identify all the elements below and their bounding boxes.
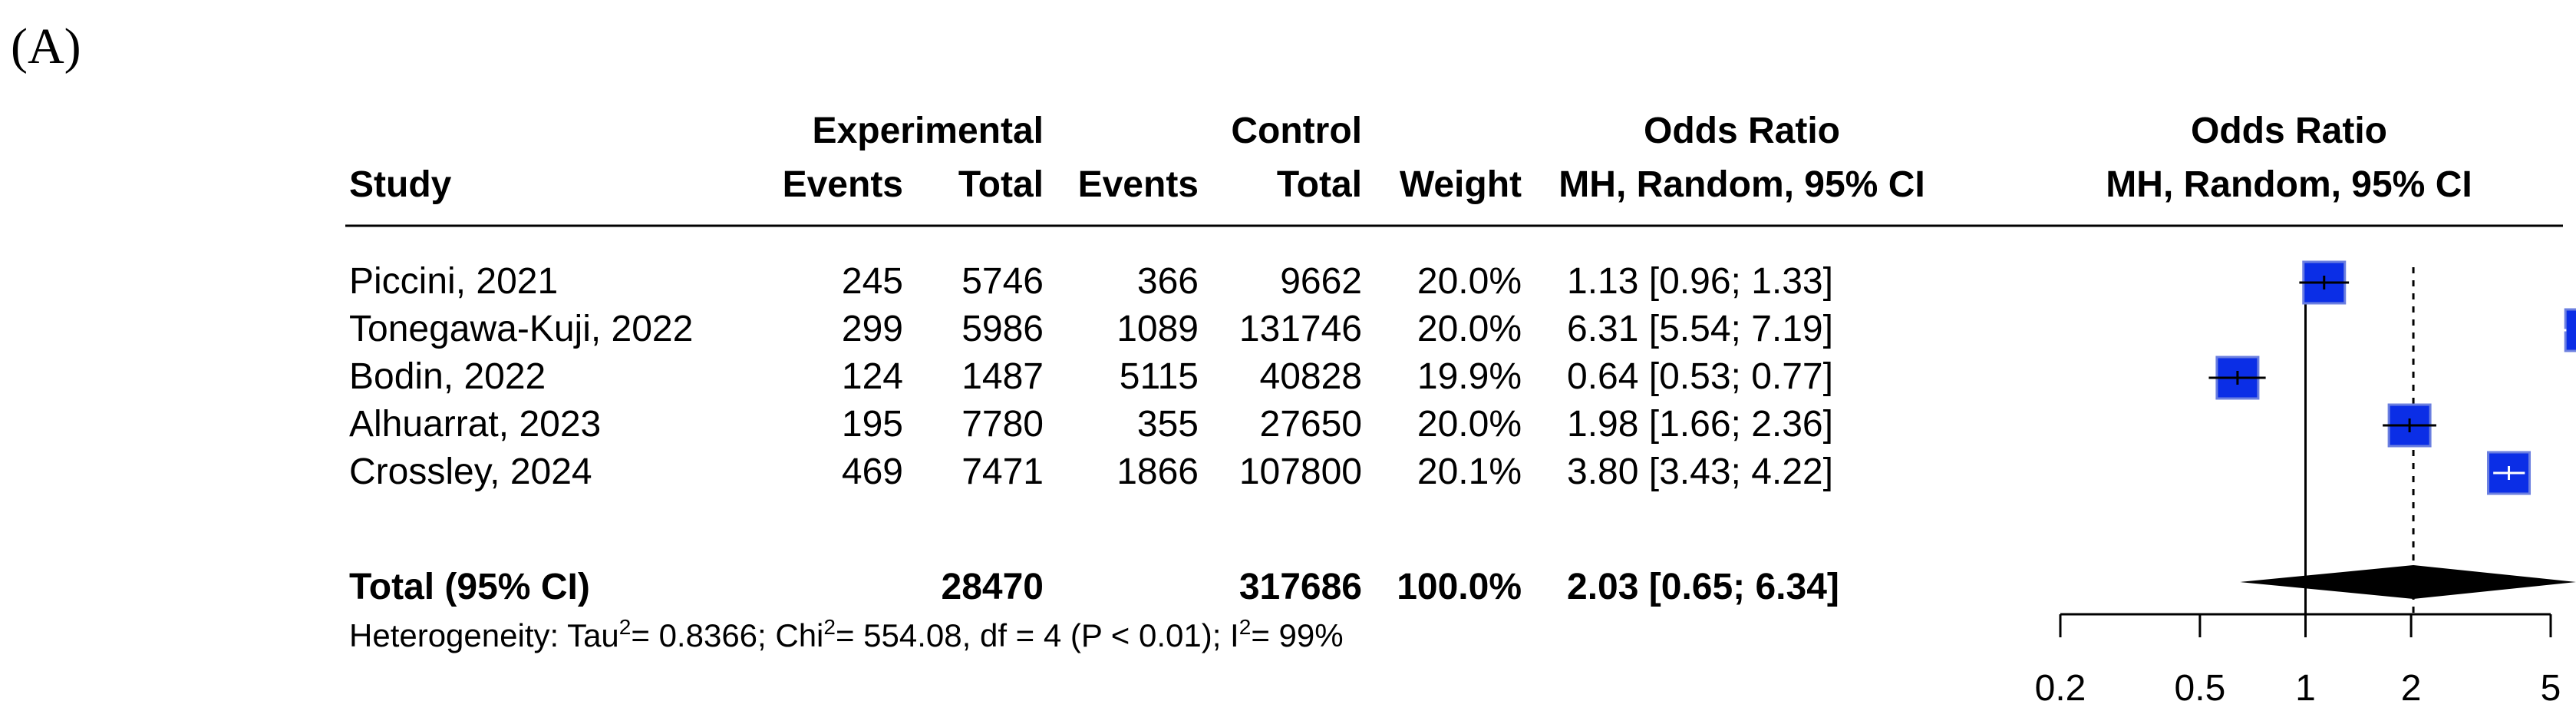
study-rows: Piccini, 2021 245 5746 366 9662 20.0% 1.13 [0.… xyxy=(349,261,1833,492)
pooled-diamond xyxy=(2239,565,2576,599)
x-tick-label: 2 xyxy=(2401,668,2422,709)
total-ctrl-total: 317686 xyxy=(1239,567,1362,607)
het-tau: = 0.8366; Chi xyxy=(631,617,823,653)
panel-label: (A) xyxy=(11,18,81,74)
het-i2: = 99% xyxy=(1251,617,1343,653)
cell-exp-events: 245 xyxy=(842,261,903,302)
cell-exp-total: 5986 xyxy=(961,309,1044,349)
cell-ctrl-events: 1089 xyxy=(1116,309,1199,349)
cell-ctrl-events: 5115 xyxy=(1120,356,1199,397)
cell-study: Tonegawa-Kuji, 2022 xyxy=(349,309,693,349)
cell-exp-total: 7780 xyxy=(961,404,1044,445)
cell-ci-text: 1.98 [1.66; 2.36] xyxy=(1567,404,1833,445)
cell-weight: 19.9% xyxy=(1417,356,1522,397)
cell-exp-events: 299 xyxy=(842,309,903,349)
cell-ci-text: 0.64 [0.53; 0.77] xyxy=(1567,356,1833,397)
header-ctrl-total: Total xyxy=(1277,164,1362,205)
cell-ci-text: 1.13 [0.96; 1.33] xyxy=(1567,261,1833,302)
cell-ci-text: 6.31 [5.54; 7.19] xyxy=(1567,309,1833,349)
cell-weight: 20.0% xyxy=(1417,261,1522,302)
het-prefix: Heterogeneity: Tau xyxy=(349,617,619,653)
header-study: Study xyxy=(349,164,452,205)
x-tick-label: 5 xyxy=(2541,668,2561,709)
total-ci-text: 2.03 [0.65; 6.34] xyxy=(1567,567,1839,607)
x-tick-label: 1 xyxy=(2295,668,2316,709)
cell-ctrl-total: 131746 xyxy=(1239,309,1362,349)
header-ctrl-events: Events xyxy=(1078,164,1199,205)
header-control: Control xyxy=(1231,111,1362,151)
header-exp-total: Total xyxy=(958,164,1044,205)
het-chi: = 554.08, df = 4 (P < 0.01); I xyxy=(836,617,1239,653)
cell-weight: 20.0% xyxy=(1417,404,1522,445)
het-sup-chi: 2 xyxy=(823,615,836,639)
x-tick-label: 0.5 xyxy=(2175,668,2226,709)
total-row: Total (95% CI) 28470 317686 100.0% 2.03 … xyxy=(349,567,1839,607)
header-weight: Weight xyxy=(1400,164,1522,205)
column-headers: Experimental Control Odds Ratio Odds Rat… xyxy=(349,111,2472,205)
cell-ctrl-total: 107800 xyxy=(1239,451,1362,492)
cell-exp-events: 195 xyxy=(842,404,903,445)
cell-study: Piccini, 2021 xyxy=(349,261,558,302)
heterogeneity-text: Heterogeneity: Tau2= 0.8366; Chi2= 554.0… xyxy=(349,615,1344,653)
header-experimental: Experimental xyxy=(813,111,1044,151)
cell-ctrl-total: 40828 xyxy=(1260,356,1362,397)
het-sup-tau: 2 xyxy=(619,615,632,639)
forest-plot-area: 0.2 0.5 1 2 5 xyxy=(2035,260,2576,709)
total-exp-total: 28470 xyxy=(942,567,1044,607)
cell-ci-text: 3.80 [3.43; 4.22] xyxy=(1567,451,1833,492)
cell-weight: 20.0% xyxy=(1417,309,1522,349)
cell-exp-total: 5746 xyxy=(961,261,1044,302)
cell-ctrl-total: 9662 xyxy=(1280,261,1362,302)
header-odds-ratio-plot: Odds Ratio xyxy=(2191,111,2387,151)
cell-exp-total: 1487 xyxy=(961,356,1044,397)
cell-exp-total: 7471 xyxy=(961,451,1044,492)
cell-ctrl-events: 1866 xyxy=(1116,451,1199,492)
het-sup-i: 2 xyxy=(1239,615,1252,639)
study-box xyxy=(2564,308,2576,352)
cell-exp-events: 124 xyxy=(842,356,903,397)
cell-study: Bodin, 2022 xyxy=(349,356,546,397)
cell-ctrl-events: 366 xyxy=(1137,261,1199,302)
header-exp-events: Events xyxy=(783,164,903,205)
cell-exp-events: 469 xyxy=(842,451,903,492)
total-weight: 100.0% xyxy=(1397,567,1522,607)
cell-ctrl-events: 355 xyxy=(1137,404,1199,445)
header-odds-ratio-table: Odds Ratio xyxy=(1644,111,1840,151)
cell-weight: 20.1% xyxy=(1417,451,1522,492)
cell-study: Crossley, 2024 xyxy=(349,451,592,492)
total-label: Total (95% CI) xyxy=(349,567,590,607)
header-or-method-table: MH, Random, 95% CI xyxy=(1558,164,1925,205)
header-or-method-plot: MH, Random, 95% CI xyxy=(2106,164,2472,205)
cell-ctrl-total: 27650 xyxy=(1260,404,1362,445)
cell-study: Alhuarrat, 2023 xyxy=(349,404,601,445)
x-tick-label: 0.2 xyxy=(2035,668,2086,709)
